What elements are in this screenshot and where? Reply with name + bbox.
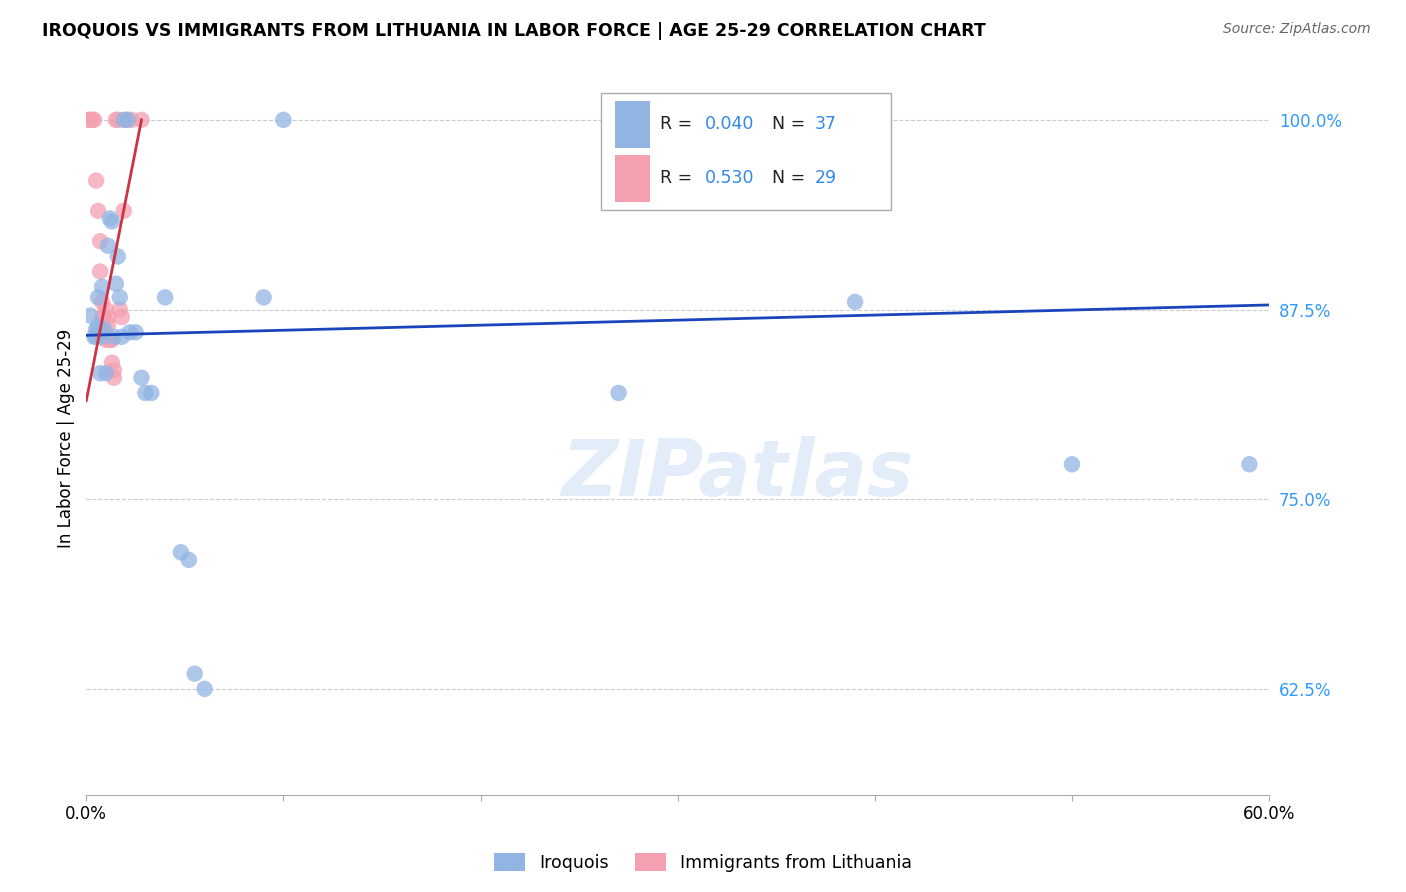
Point bbox=[79, 309, 101, 323]
Point bbox=[93, 322, 115, 336]
Point bbox=[97, 318, 120, 332]
Text: R =: R = bbox=[659, 115, 697, 134]
Point bbox=[94, 302, 117, 317]
Point bbox=[112, 112, 135, 127]
Point bbox=[107, 249, 129, 263]
Point bbox=[112, 203, 135, 218]
Point bbox=[104, 112, 127, 127]
Point bbox=[253, 290, 276, 304]
Legend: Iroquois, Immigrants from Lithuania: Iroquois, Immigrants from Lithuania bbox=[486, 847, 920, 879]
Point bbox=[98, 211, 121, 226]
Point bbox=[103, 371, 125, 385]
Point bbox=[93, 310, 115, 324]
FancyBboxPatch shape bbox=[600, 93, 890, 211]
Point bbox=[94, 333, 117, 347]
Point bbox=[84, 330, 107, 344]
Point bbox=[87, 319, 110, 334]
Point bbox=[124, 325, 146, 339]
Point bbox=[153, 290, 176, 304]
Point bbox=[93, 325, 115, 339]
Point bbox=[134, 386, 156, 401]
Text: Source: ZipAtlas.com: Source: ZipAtlas.com bbox=[1223, 22, 1371, 37]
Point bbox=[844, 294, 866, 309]
Point bbox=[141, 386, 163, 401]
Point bbox=[108, 302, 131, 317]
FancyBboxPatch shape bbox=[614, 155, 651, 202]
FancyBboxPatch shape bbox=[614, 101, 651, 147]
Point bbox=[87, 290, 110, 304]
Point bbox=[117, 112, 139, 127]
Point bbox=[170, 545, 193, 559]
Point bbox=[607, 386, 630, 401]
Point bbox=[111, 330, 134, 344]
Point bbox=[273, 112, 295, 127]
Point bbox=[121, 112, 143, 127]
Point bbox=[91, 330, 114, 344]
Text: ZIPatlas: ZIPatlas bbox=[561, 436, 912, 512]
Point bbox=[83, 112, 105, 127]
Point bbox=[89, 264, 111, 278]
Point bbox=[98, 333, 121, 347]
Text: IROQUOIS VS IMMIGRANTS FROM LITHUANIA IN LABOR FORCE | AGE 25-29 CORRELATION CHA: IROQUOIS VS IMMIGRANTS FROM LITHUANIA IN… bbox=[42, 22, 986, 40]
Point bbox=[91, 294, 114, 309]
Point bbox=[77, 112, 100, 127]
Point bbox=[177, 553, 200, 567]
Point bbox=[111, 310, 134, 324]
Text: 0.530: 0.530 bbox=[704, 169, 755, 187]
Point bbox=[107, 112, 129, 127]
Point bbox=[79, 112, 101, 127]
Point bbox=[114, 112, 136, 127]
Point bbox=[108, 290, 131, 304]
Y-axis label: In Labor Force | Age 25-29: In Labor Force | Age 25-29 bbox=[58, 329, 75, 548]
Point bbox=[84, 173, 107, 187]
Point bbox=[91, 279, 114, 293]
Point bbox=[183, 666, 205, 681]
Point bbox=[103, 330, 125, 344]
Point bbox=[131, 112, 153, 127]
Point bbox=[94, 366, 117, 380]
Text: N =: N = bbox=[772, 115, 811, 134]
Point bbox=[82, 112, 104, 127]
Text: N =: N = bbox=[772, 169, 811, 187]
Text: R =: R = bbox=[659, 169, 697, 187]
Point bbox=[193, 681, 215, 696]
Point bbox=[97, 239, 120, 253]
Point bbox=[91, 310, 114, 324]
Point bbox=[118, 325, 141, 339]
Text: 29: 29 bbox=[815, 169, 837, 187]
Point bbox=[104, 277, 127, 291]
Point bbox=[101, 214, 124, 228]
Point bbox=[103, 363, 125, 377]
Point bbox=[84, 322, 107, 336]
Point bbox=[89, 366, 111, 380]
Point bbox=[97, 310, 120, 324]
Point bbox=[101, 333, 124, 347]
Text: 0.040: 0.040 bbox=[704, 115, 754, 134]
Point bbox=[1239, 457, 1261, 471]
Point bbox=[1060, 457, 1083, 471]
Point bbox=[87, 203, 110, 218]
Point bbox=[101, 356, 124, 370]
Point bbox=[131, 371, 153, 385]
Point bbox=[89, 234, 111, 248]
Point bbox=[83, 330, 105, 344]
Text: 37: 37 bbox=[815, 115, 837, 134]
